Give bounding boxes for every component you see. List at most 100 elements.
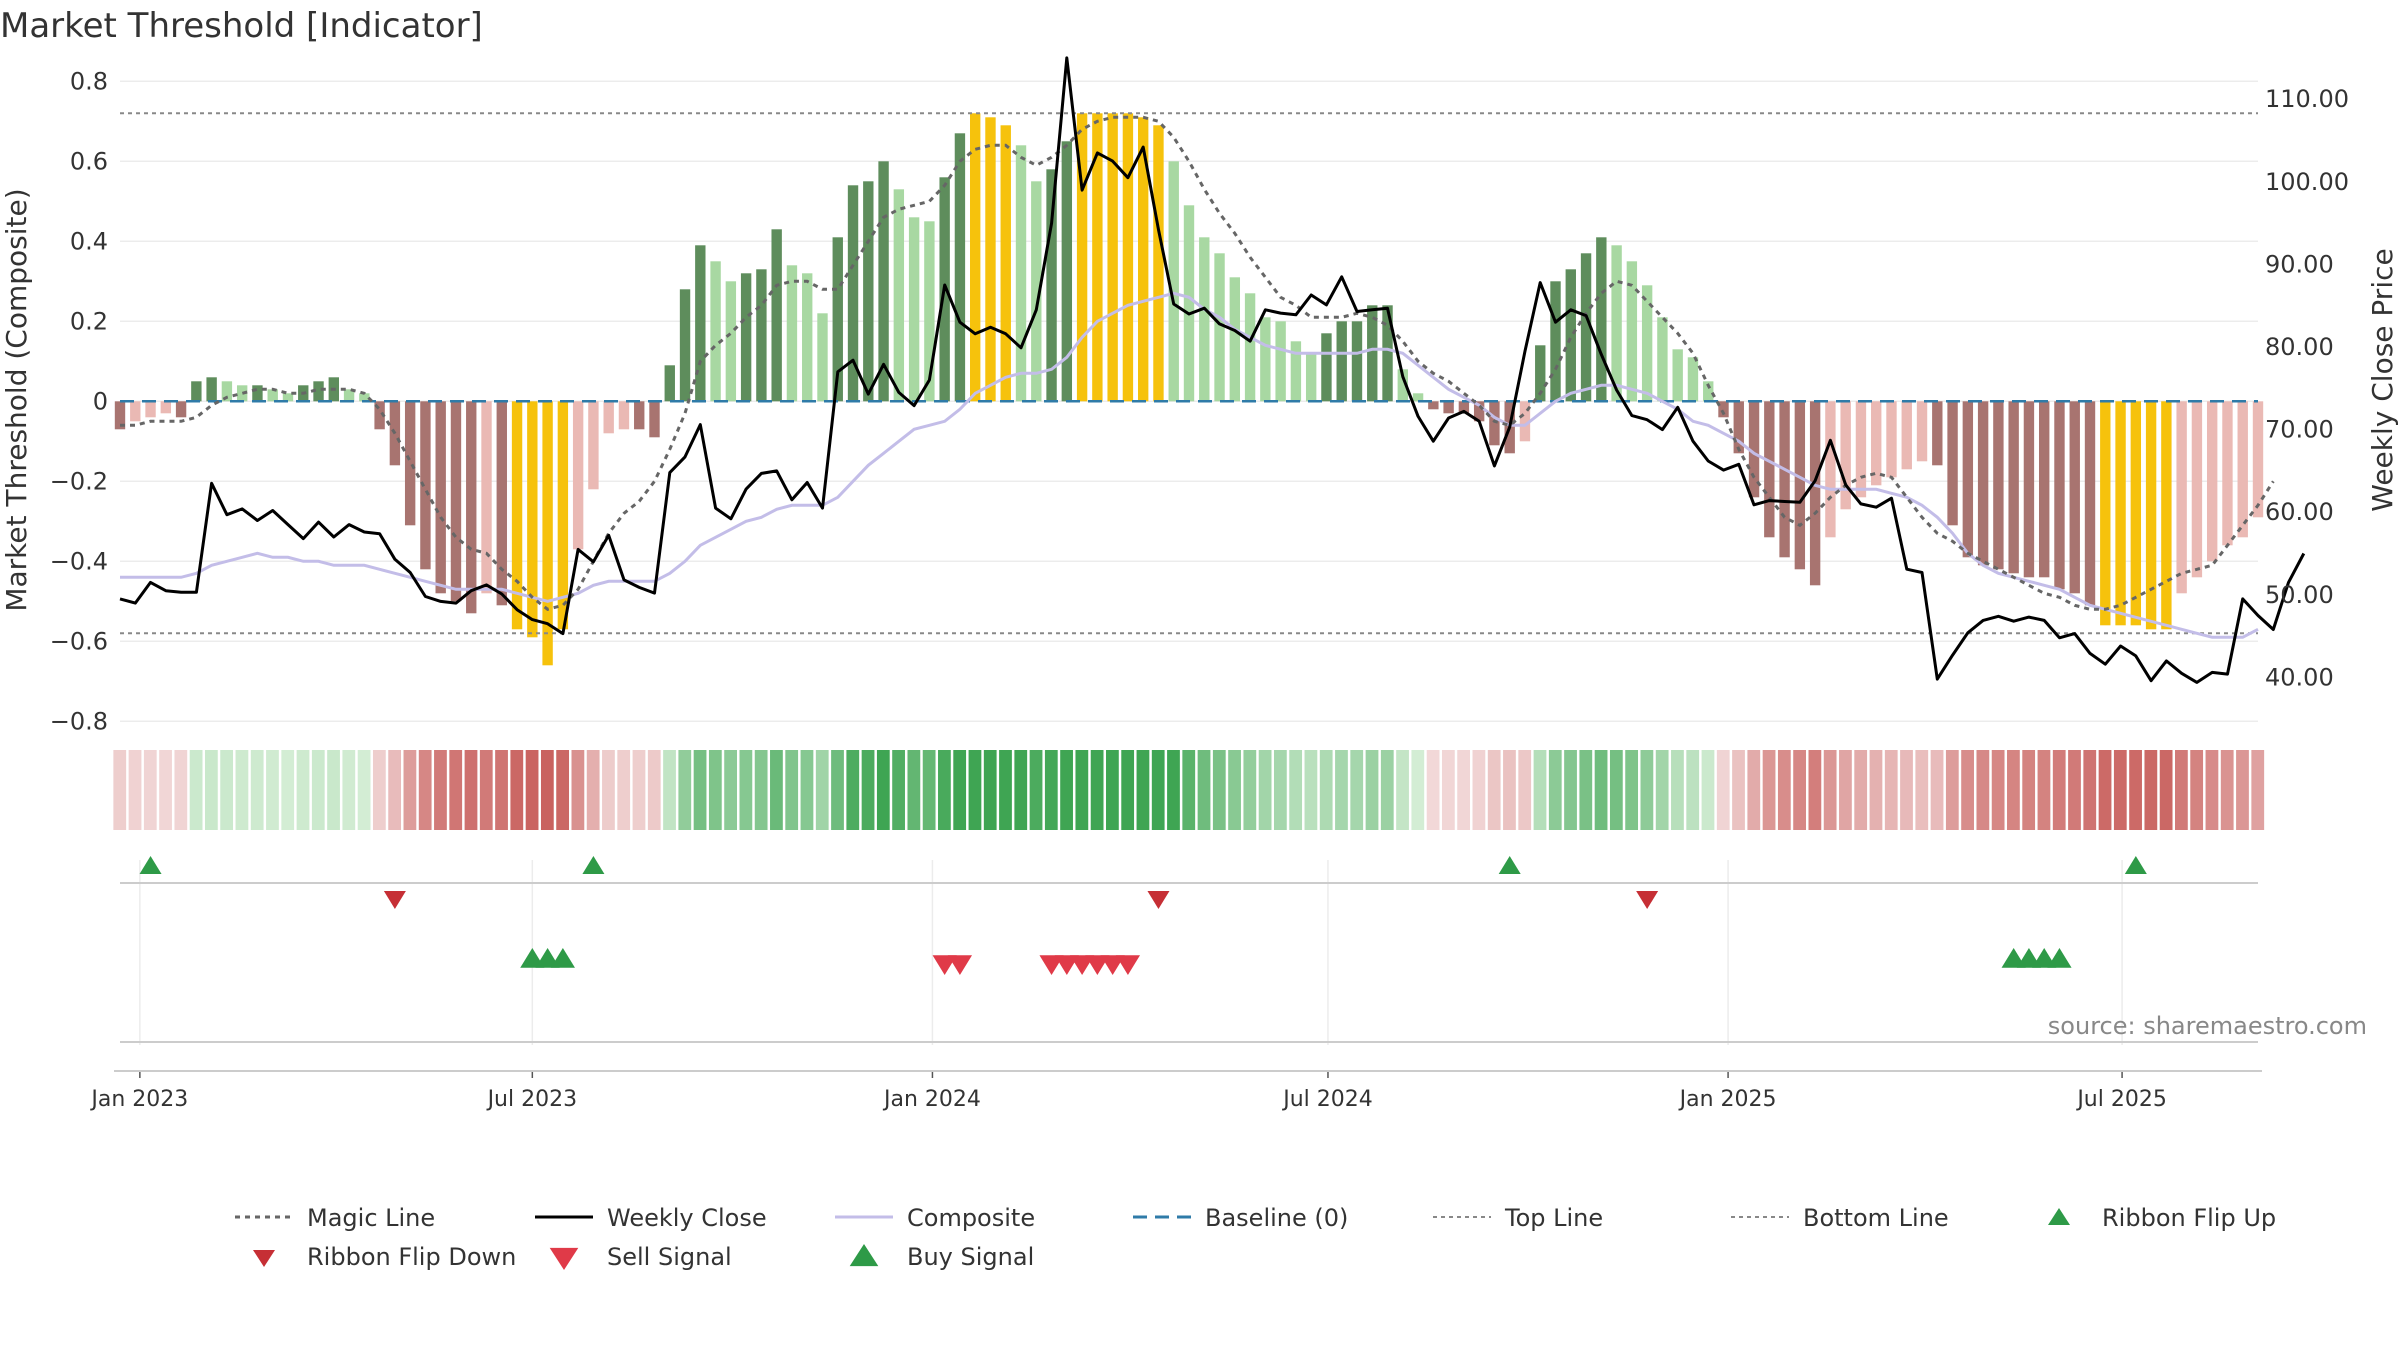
ribbon-cell [938,750,951,830]
ribbon-cell [1548,750,1562,830]
composite-bar [1076,113,1088,402]
chart-title: Market Threshold [Indicator] [0,6,483,46]
composite-bar [1046,169,1057,402]
composite-bar [1580,253,1592,402]
ribbon-cell [128,750,142,830]
y2-tick-label: 40.00 [2265,663,2334,691]
composite-bar [1764,401,1775,538]
ribbon-cell [159,750,172,830]
ribbon-cell [479,750,493,830]
composite-bar [908,217,920,402]
ribbon-cell [1716,750,1730,830]
y2-tick-label: 100.00 [2265,168,2349,196]
composite-bar [924,221,935,402]
composite-bar [1871,401,1882,486]
composite-bar [1015,145,1027,402]
ribbon-cell [495,750,508,830]
composite-bar [649,401,660,438]
ribbon-cell [1762,750,1776,830]
composite-bar [1932,401,1943,466]
buy-signal-marker [2032,948,2057,968]
composite-bar [893,189,905,402]
weekly-close-line [119,56,2306,684]
composite-bar [404,401,416,526]
composite-bar [2054,401,2065,590]
ribbon-cell [403,750,417,830]
ribbon-cell [2037,750,2051,830]
composite-bar [2100,401,2111,626]
composite-bar [771,229,782,402]
composite-bar [1748,401,1760,498]
x-tick-label: Jul 2025 [2075,1087,2167,1112]
ribbon-cell [2220,750,2234,830]
ribbon-cell [1930,750,1944,830]
legend-label: Magic Line [307,1204,435,1232]
y2-axis-label: Weekly Close Price [2366,248,2399,511]
ribbon-cell [1335,750,1348,830]
ribbon-cell [2098,750,2112,830]
composite-bar [435,401,446,594]
sell-signal-marker [932,955,957,975]
composite-bar [985,117,996,402]
x-tick-label: Jan 2023 [89,1087,188,1112]
ribbon-cell [510,750,524,830]
ribbon-cell [1014,750,1028,830]
ribbon-cell [1243,750,1257,830]
ribbon-cell [1472,750,1486,830]
ribbon-cell [143,750,157,830]
y-tick-label: −0.2 [50,467,108,495]
composite-bar [1886,401,1897,478]
x-tick-label: Jul 2023 [486,1087,578,1112]
composite-bar [1473,401,1485,422]
composite-bar [1794,401,1806,570]
ribbon-cell [1533,750,1547,830]
sell-signal-marker [1054,955,1079,975]
ribbon-cell [846,750,860,830]
ribbon-cell [1411,750,1425,830]
ribbon-cell [800,750,814,830]
composite-bar [267,389,278,402]
composite-bar [1428,401,1439,410]
legend-label: Ribbon Flip Down [307,1243,516,1271]
legend-marker [253,1250,275,1267]
ribbon-flip-down-marker [383,891,406,909]
ribbon-cell [2144,750,2158,830]
composite-bar [1535,345,1546,402]
ribbon-cell [1289,750,1303,830]
composite-bar [603,401,614,434]
ribbon-cell [1655,750,1669,830]
buy-signal-marker [520,948,545,968]
buy-signal-marker [2001,948,2026,968]
ribbon-cell [357,750,371,830]
ribbon-cell [2129,750,2142,830]
composite-bar [1107,113,1118,402]
composite-bar [1244,293,1256,402]
ribbon-cell [815,750,829,830]
composite-bar [191,381,202,402]
ribbon-cell [1457,750,1471,830]
composite-bar [450,401,462,602]
ribbon-cell [556,750,570,830]
y2-tick-label: 60.00 [2265,498,2334,526]
y-tick-label: −0.8 [50,707,108,735]
ribbon-flip-up-marker [582,856,605,874]
sell-signal-marker [947,955,973,975]
ribbon-cell [2007,750,2020,830]
ribbon-cell [983,750,997,830]
ribbon-cell [1671,750,1684,830]
ribbon-cell [525,750,539,830]
composite-bar [2161,401,2172,630]
composite-bar [1641,285,1653,402]
legend-label: Ribbon Flip Up [2102,1204,2276,1232]
ribbon-cell [647,750,661,830]
ribbon-cell [1380,750,1394,830]
y2-tick-label: 50.00 [2265,581,2334,609]
composite-bar [1153,125,1164,402]
composite-bar [252,385,263,402]
ribbon-cell [693,750,707,830]
ribbon-cell [724,750,737,830]
ribbon-cell [281,750,295,830]
ribbon-flip-up-marker [2124,856,2147,874]
ribbon-cell [2068,750,2081,830]
composite-bar [2222,401,2233,546]
